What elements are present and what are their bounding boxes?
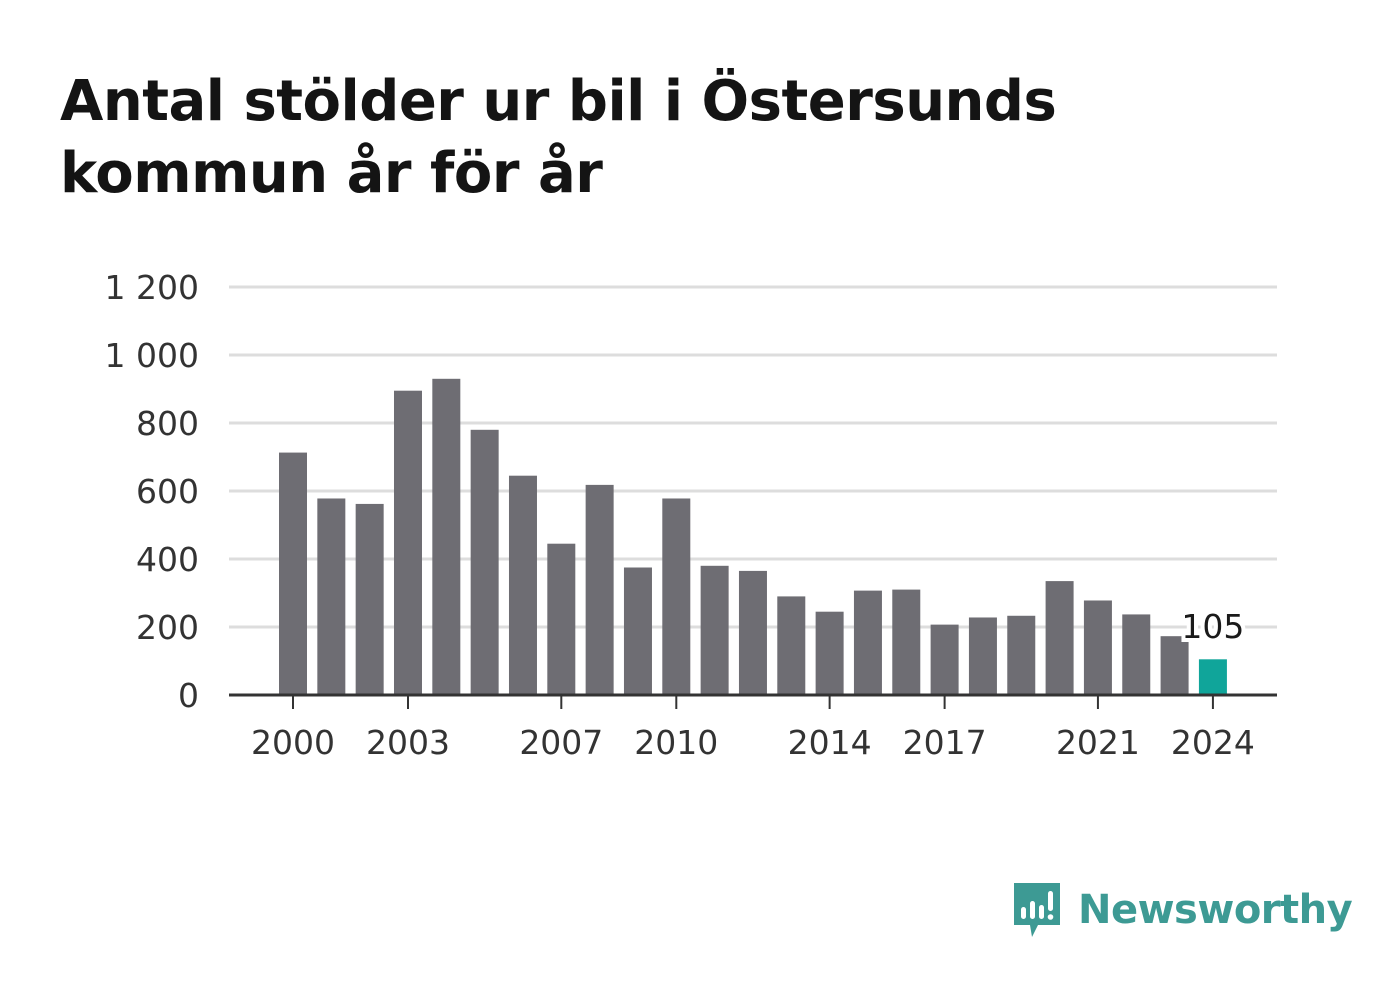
bar-2008	[585, 484, 614, 695]
x-tick-label: 2021	[1056, 723, 1140, 762]
newsworthy-logo: Newsworthy	[1010, 878, 1353, 942]
bar-2013	[777, 596, 806, 695]
bar-2024	[1198, 659, 1227, 695]
bar-2001	[317, 498, 346, 695]
x-tick-label: 2010	[634, 723, 718, 762]
y-tick-label: 800	[136, 404, 199, 443]
bar-2007	[547, 543, 576, 695]
bar-2009	[623, 567, 652, 695]
y-axis-labels: 0 200 400 600 800 1 000 1 200	[105, 268, 199, 715]
x-tick-label: 2007	[519, 723, 603, 762]
bars	[279, 378, 1227, 695]
x-axis	[229, 693, 1277, 709]
bar-2002	[355, 503, 384, 695]
bar-2015	[853, 590, 882, 695]
y-tick-label: 200	[136, 608, 199, 647]
bar-2003	[393, 390, 422, 695]
bar-2010	[662, 498, 691, 695]
y-tick-label: 600	[136, 472, 199, 511]
x-tick-label: 2000	[251, 723, 335, 762]
bar-2017	[930, 624, 959, 695]
bar-2016	[892, 589, 921, 695]
bar-2004	[432, 378, 461, 695]
y-tick-label: 1 000	[105, 336, 199, 375]
brand-name: Newsworthy	[1078, 887, 1353, 933]
annotations: 105	[1177, 603, 1248, 650]
bar-2005	[470, 429, 499, 695]
bar-2014	[815, 611, 844, 695]
bar-2022	[1122, 614, 1151, 695]
bar-2023	[1160, 636, 1189, 695]
bar-2011	[700, 565, 729, 695]
newsworthy-logo-icon	[1014, 883, 1060, 937]
bar-2006	[508, 475, 537, 695]
x-tick-label: 2017	[903, 723, 987, 762]
bar-2019	[1007, 615, 1036, 695]
bar-2000	[279, 452, 307, 695]
bar-2012	[738, 570, 767, 695]
y-tick-label: 1 200	[105, 268, 199, 307]
y-tick-label: 0	[178, 676, 199, 715]
x-axis-labels: 2000 2003 2007 2010 2014 2017 2021 2024	[251, 723, 1255, 762]
bar-2020	[1045, 581, 1074, 695]
bar-2021	[1083, 600, 1112, 695]
x-tick-label: 2014	[788, 723, 872, 762]
y-tick-label: 400	[136, 540, 199, 579]
bar-2018	[968, 617, 997, 695]
value-label-highlight: 105	[1181, 607, 1244, 646]
x-tick-label: 2024	[1171, 723, 1255, 762]
x-tick-label: 2003	[366, 723, 450, 762]
chart-title: Antal stölder ur bil i Östersunds kommun…	[60, 69, 1057, 206]
